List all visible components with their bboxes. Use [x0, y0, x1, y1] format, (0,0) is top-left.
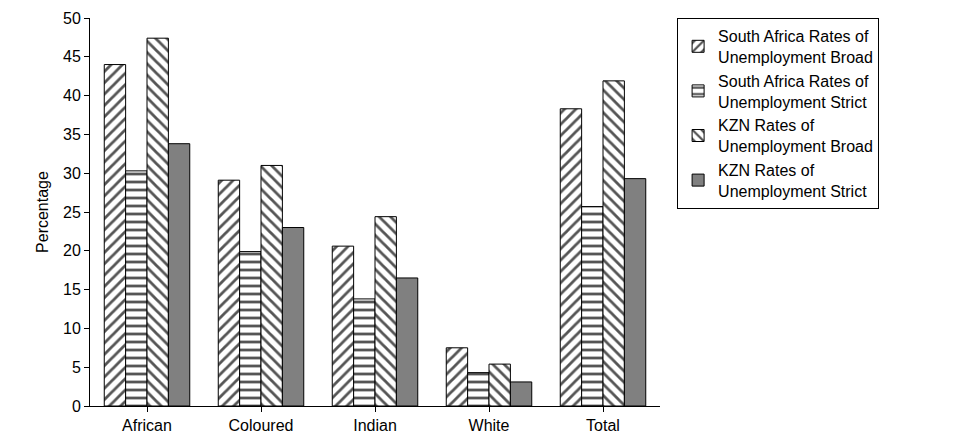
- svg-text:45: 45: [63, 48, 81, 65]
- svg-text:0: 0: [72, 398, 81, 415]
- svg-text:South Africa Rates ofUnemploym: South Africa Rates ofUnemployment Strict: [718, 73, 869, 111]
- svg-text:South Africa Rates ofUnemploym: South Africa Rates ofUnemployment Broad: [718, 28, 873, 66]
- svg-text:15: 15: [63, 281, 81, 298]
- svg-text:African: African: [122, 417, 172, 434]
- svg-text:25: 25: [63, 204, 81, 221]
- svg-text:KZN Rates ofUnemployment Broad: KZN Rates ofUnemployment Broad: [718, 117, 873, 155]
- svg-text:40: 40: [63, 87, 81, 104]
- svg-text:Indian: Indian: [353, 417, 397, 434]
- svg-text:30: 30: [63, 165, 81, 182]
- svg-text:Total: Total: [586, 417, 620, 434]
- svg-text:10: 10: [63, 320, 81, 337]
- svg-text:5: 5: [72, 359, 81, 376]
- svg-text:50: 50: [63, 10, 81, 27]
- svg-text:KZN Rates ofUnemployment Stric: KZN Rates ofUnemployment Strict: [718, 162, 867, 200]
- svg-text:20: 20: [63, 242, 81, 259]
- svg-text:White: White: [469, 417, 510, 434]
- svg-text:Coloured: Coloured: [229, 417, 294, 434]
- svg-text:35: 35: [63, 126, 81, 143]
- svg-text:Percentage: Percentage: [34, 171, 51, 253]
